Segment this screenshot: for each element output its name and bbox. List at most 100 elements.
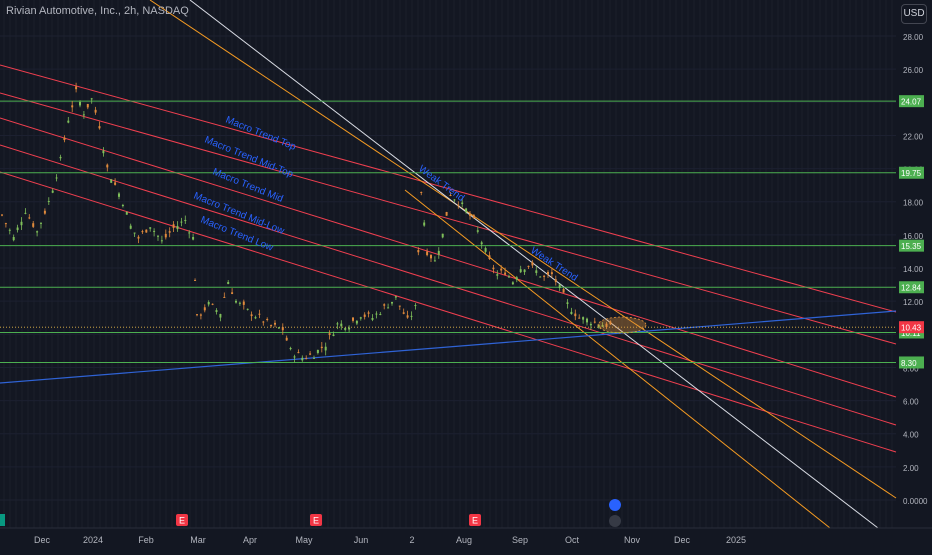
candle-body bbox=[223, 296, 226, 298]
candle-body bbox=[371, 317, 374, 320]
candle-body bbox=[328, 333, 331, 336]
candle-body bbox=[106, 164, 109, 168]
candle-body bbox=[51, 190, 54, 193]
candle-body bbox=[59, 156, 62, 159]
macro-trend-line bbox=[0, 92, 897, 345]
last-price-badge bbox=[899, 321, 924, 334]
candle-body bbox=[355, 320, 358, 324]
candle-body bbox=[359, 317, 362, 319]
time-axis bbox=[0, 528, 932, 550]
price-axis bbox=[897, 0, 932, 550]
candle-body bbox=[285, 337, 288, 341]
level-price-badge-text: 15.35 bbox=[901, 242, 922, 251]
candle-body bbox=[211, 303, 214, 305]
candle-body bbox=[511, 282, 514, 285]
candle-body bbox=[527, 265, 530, 267]
earnings-marker-label: E bbox=[472, 516, 478, 526]
candle-body bbox=[28, 217, 31, 219]
price-axis-tick: 4.00 bbox=[903, 431, 919, 440]
time-axis-label: 2 bbox=[409, 535, 414, 545]
time-axis-label: Aug bbox=[456, 535, 472, 545]
candle-body bbox=[496, 274, 499, 276]
time-axis-label: Oct bbox=[565, 535, 580, 545]
candle-body bbox=[153, 230, 156, 232]
candle-body bbox=[293, 356, 296, 358]
candle-body bbox=[420, 191, 423, 193]
earnings-marker bbox=[310, 514, 322, 526]
candle-body bbox=[597, 324, 600, 328]
lightning-event-icon bbox=[609, 515, 621, 527]
price-axis-tick: 18.00 bbox=[903, 199, 924, 208]
candle-body bbox=[301, 357, 304, 361]
candle-body bbox=[508, 276, 510, 278]
candle-body bbox=[582, 317, 585, 320]
price-axis-tick: 22.00 bbox=[903, 132, 924, 141]
time-axis-label: Dec bbox=[674, 535, 691, 545]
currency-button[interactable]: USD bbox=[901, 4, 927, 24]
candle-body bbox=[258, 313, 261, 315]
candle-body bbox=[79, 101, 81, 106]
candle-body bbox=[398, 305, 401, 307]
candle-body bbox=[231, 292, 234, 294]
candle-body bbox=[98, 126, 101, 129]
candle-body bbox=[55, 177, 58, 179]
candle-body bbox=[539, 276, 542, 278]
candle-body bbox=[363, 314, 366, 317]
price-axis-tick: 12.00 bbox=[903, 298, 924, 307]
candle-body bbox=[289, 347, 292, 350]
candle-body bbox=[145, 229, 148, 233]
candle-body bbox=[137, 236, 140, 239]
candle-body bbox=[215, 310, 218, 312]
candle-body bbox=[566, 302, 569, 304]
candle-body bbox=[270, 325, 273, 327]
price-axis-tick: 0.0000 bbox=[903, 497, 928, 506]
candle-body bbox=[266, 318, 269, 320]
time-axis-label: Dec bbox=[34, 535, 51, 545]
candle-body bbox=[558, 284, 561, 289]
candle-body bbox=[133, 232, 136, 234]
candle-body bbox=[515, 277, 518, 280]
candle-body bbox=[242, 301, 245, 305]
candle-body bbox=[324, 346, 327, 351]
consolidation-zone bbox=[597, 316, 647, 334]
price-axis-tick: 6.00 bbox=[903, 398, 919, 407]
candle-body bbox=[417, 250, 420, 253]
candle-body bbox=[445, 211, 448, 216]
candle-body bbox=[309, 353, 312, 355]
candle-body bbox=[114, 182, 117, 185]
candle-body bbox=[110, 179, 113, 183]
candle-body bbox=[82, 114, 85, 116]
time-axis-label: Mar bbox=[190, 535, 206, 545]
candle-body bbox=[352, 317, 354, 321]
candle-body bbox=[199, 314, 202, 316]
earnings-marker bbox=[176, 514, 188, 526]
candle-body bbox=[63, 137, 66, 141]
candle-body bbox=[391, 301, 393, 304]
level-price-badge-text: 24.07 bbox=[901, 98, 922, 107]
candle-body bbox=[426, 251, 429, 256]
candle-body bbox=[332, 334, 335, 336]
macro-trend-line bbox=[0, 144, 897, 426]
candle-body bbox=[141, 231, 144, 233]
candle-body bbox=[320, 346, 323, 349]
candle-body bbox=[609, 321, 612, 325]
candle-body bbox=[160, 240, 163, 242]
price-axis-tick: 28.00 bbox=[903, 33, 924, 42]
candle-body bbox=[423, 222, 426, 226]
candle-body bbox=[238, 302, 241, 304]
candle-body bbox=[227, 281, 230, 285]
candle-body bbox=[184, 219, 187, 221]
candle-body bbox=[441, 233, 444, 238]
candle-body bbox=[449, 195, 452, 197]
earnings-marker bbox=[469, 514, 481, 526]
candle-body bbox=[476, 230, 479, 232]
candle-body bbox=[402, 312, 405, 314]
candle-body bbox=[469, 213, 471, 216]
candle-body bbox=[274, 322, 276, 325]
price-axis-tick: 2.00 bbox=[903, 464, 919, 473]
candle-body bbox=[531, 262, 534, 266]
level-price-badge-text: 12.84 bbox=[901, 284, 922, 293]
candle-body bbox=[379, 314, 382, 316]
